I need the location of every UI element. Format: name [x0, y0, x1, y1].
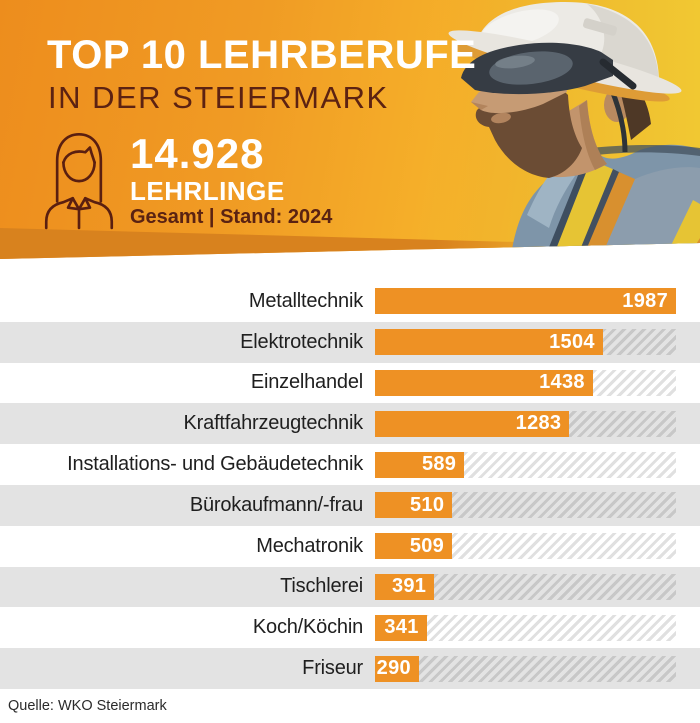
bar-value: 509 — [409, 534, 445, 557]
bar-value: 510 — [409, 493, 445, 516]
bar: 290 — [375, 655, 419, 682]
bar-label: Metalltechnik — [248, 289, 363, 312]
bar-label: Kraftfahrzeugtechnik — [183, 412, 364, 435]
bar-track: 1987 — [375, 288, 676, 315]
bar: 1987 — [375, 288, 676, 315]
worker-collar — [527, 166, 575, 228]
total-apprentices-value: 14.928 — [130, 130, 265, 177]
bar-label: Friseur — [302, 657, 363, 680]
page-title: TOP 10 LEHRBERUFE — [47, 33, 477, 77]
bar-track: 290 — [375, 655, 676, 682]
lens-highlight — [495, 55, 535, 69]
header: TOP 10 LEHRBERUFE IN DER STEIERMARK 14.9… — [0, 0, 700, 259]
bar-value: 290 — [376, 657, 411, 680]
bar-label: Koch/Köchin — [252, 616, 363, 639]
bar-label: Einzelhandel — [250, 371, 363, 394]
bar-value: 1283 — [515, 412, 562, 435]
bar-chart-row: Installations- und Gebäudetechnik 589 — [0, 444, 700, 485]
bar: 391 — [375, 573, 435, 600]
neck-shadow — [579, 100, 607, 170]
bar: 509 — [375, 533, 453, 560]
vest-trim — [543, 158, 593, 259]
vest-shoulder-trim — [571, 144, 700, 158]
apprentice-woman-icon — [44, 132, 114, 230]
bar: 341 — [375, 614, 427, 641]
worker-lips — [491, 112, 511, 124]
bar-chart-row: Friseur 290 — [0, 648, 700, 689]
page-subtitle: IN DER STEIERMARK — [48, 80, 389, 115]
source-note: Quelle: WKO Steiermark — [8, 698, 167, 714]
bar: 1438 — [375, 369, 593, 396]
bar-track: 589 — [375, 451, 676, 478]
bar-chart-row: Bürokaufmann/-frau 510 — [0, 484, 700, 526]
bar-chart-row: Metalltechnik 1987 — [0, 281, 700, 322]
glasses-arm — [599, 58, 637, 90]
bar-label: Tischlerei — [280, 575, 363, 598]
bar-value: 1438 — [539, 371, 585, 394]
bar-label: Bürokaufmann/-frau — [189, 493, 363, 516]
bar-value: 589 — [421, 453, 457, 476]
bar: 510 — [375, 492, 453, 519]
total-apprentices-meta: Gesamt | Stand: 2024 — [130, 206, 333, 228]
bar: 1283 — [375, 410, 570, 437]
bar-value: 391 — [391, 575, 427, 598]
bar-label: Mechatronik — [256, 534, 363, 557]
bar: 589 — [375, 451, 465, 478]
bar-label: Installations- und Gebäudetechnik — [67, 453, 363, 476]
bar-track: 391 — [375, 573, 676, 600]
bar-value: 1987 — [622, 289, 668, 312]
bar-track: 1283 — [375, 410, 676, 437]
bar: 1504 — [375, 329, 603, 356]
bar-value: 341 — [384, 616, 419, 639]
nose-shadow — [471, 102, 488, 110]
bar-label: Elektrotechnik — [240, 330, 363, 353]
bar-track: 509 — [375, 533, 676, 560]
vest-orange-band — [581, 172, 637, 259]
vest-trim-2 — [575, 169, 621, 259]
bar-track: 1504 — [375, 329, 676, 356]
bar-chart: Metalltechnik 1987 Elektrotechnik 1504 E… — [0, 281, 700, 689]
bar-chart-row: Kraftfahrzeugtechnik 1283 — [0, 403, 700, 445]
vest-yellow-band — [551, 160, 615, 259]
construction-worker-photo — [435, 0, 700, 259]
bar-chart-row: Tischlerei 391 — [0, 566, 700, 608]
total-apprentices-label: LEHRLINGE — [130, 176, 285, 206]
bar-chart-row: Einzelhandel 1438 — [0, 362, 700, 404]
bar-chart-row: Elektrotechnik 1504 — [0, 321, 700, 363]
bar-track: 341 — [375, 614, 676, 641]
bar-track: 1438 — [375, 369, 676, 396]
hard-hat-vent — [582, 18, 618, 36]
bar-value: 1504 — [549, 330, 595, 353]
bar-chart-row: Koch/Köchin 341 — [0, 607, 700, 649]
bar-chart-row: Mechatronik 509 — [0, 525, 700, 567]
bar-track: 510 — [375, 492, 676, 519]
